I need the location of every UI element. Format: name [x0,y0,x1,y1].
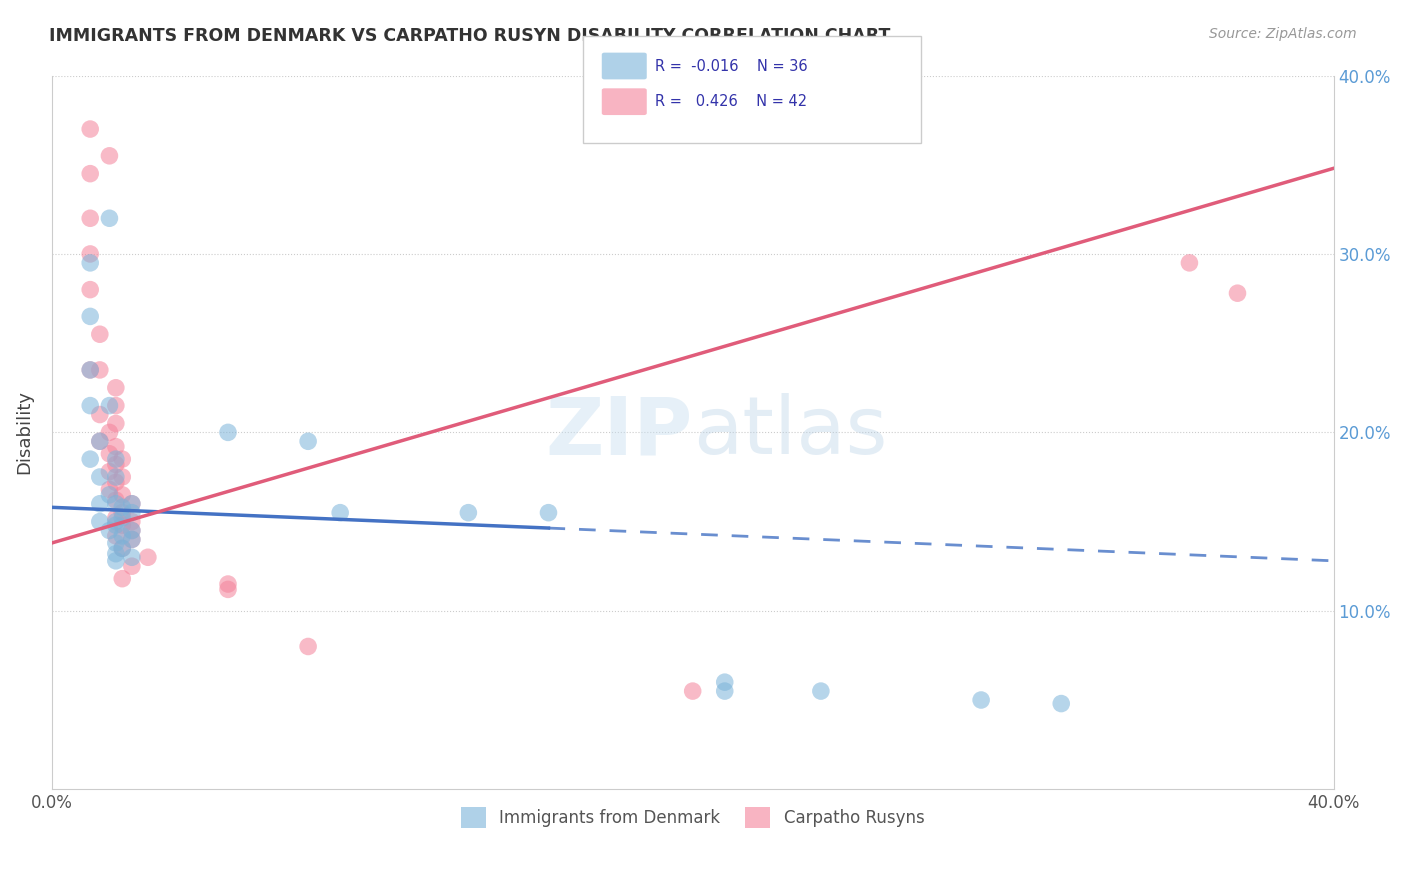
Text: Source: ZipAtlas.com: Source: ZipAtlas.com [1209,27,1357,41]
Point [136,550,159,565]
Point [121,524,143,538]
Point [98,483,121,497]
Point [111,572,134,586]
Point [111,470,134,484]
Point [79,399,101,413]
Point [121,524,143,538]
Point [217,425,239,440]
Point [89,363,111,377]
Point [104,518,127,533]
Point [121,533,143,547]
Point [1226,286,1249,301]
Point [713,675,735,690]
Legend: Immigrants from Denmark, Carpatho Rusyns: Immigrants from Denmark, Carpatho Rusyns [454,801,931,834]
Point [121,506,143,520]
Point [79,122,101,136]
Point [104,554,127,568]
Point [89,434,111,449]
Point [121,515,143,529]
Point [104,475,127,490]
Point [970,693,993,707]
Point [98,465,121,479]
Point [104,440,127,454]
Point [104,547,127,561]
Point [121,559,143,574]
Point [217,582,239,597]
Point [329,506,352,520]
Point [121,497,143,511]
Point [98,425,121,440]
Point [89,434,111,449]
Point [111,506,134,520]
Point [111,541,134,556]
Point [89,515,111,529]
Y-axis label: Disability: Disability [15,391,32,475]
Point [104,536,127,550]
Point [98,524,121,538]
Point [98,399,121,413]
Point [111,541,134,556]
Point [297,434,319,449]
Point [89,470,111,484]
Point [98,211,121,226]
Point [79,363,101,377]
Text: IMMIGRANTS FROM DENMARK VS CARPATHO RUSYN DISABILITY CORRELATION CHART: IMMIGRANTS FROM DENMARK VS CARPATHO RUSY… [49,27,890,45]
Point [89,327,111,342]
Point [98,447,121,461]
Point [121,497,143,511]
Point [111,500,134,515]
Point [104,511,127,525]
Point [104,381,127,395]
Point [1050,697,1073,711]
Point [111,511,134,525]
Point [111,488,134,502]
Point [104,529,127,543]
Point [1178,256,1201,270]
Point [104,493,127,508]
Point [111,529,134,543]
Point [121,550,143,565]
Point [79,256,101,270]
Point [104,417,127,431]
Point [79,283,101,297]
Point [79,452,101,467]
Point [79,310,101,324]
Point [297,640,319,654]
Point [537,506,560,520]
Point [79,363,101,377]
Point [79,247,101,261]
Text: atlas: atlas [693,393,887,471]
Point [457,506,479,520]
Point [89,408,111,422]
Point [79,167,101,181]
Point [682,684,704,698]
Point [104,470,127,484]
Point [98,488,121,502]
Point [104,515,127,529]
Point [810,684,832,698]
Text: R =  -0.016    N = 36: R = -0.016 N = 36 [655,59,808,73]
Point [111,518,134,533]
Point [89,497,111,511]
Text: ZIP: ZIP [546,393,693,471]
Point [217,577,239,591]
Point [79,211,101,226]
Point [713,684,735,698]
Point [104,452,127,467]
Text: R =   0.426    N = 42: R = 0.426 N = 42 [655,95,807,109]
Point [111,452,134,467]
Point [121,533,143,547]
Point [104,458,127,472]
Point [98,149,121,163]
Point [104,497,127,511]
Point [104,399,127,413]
